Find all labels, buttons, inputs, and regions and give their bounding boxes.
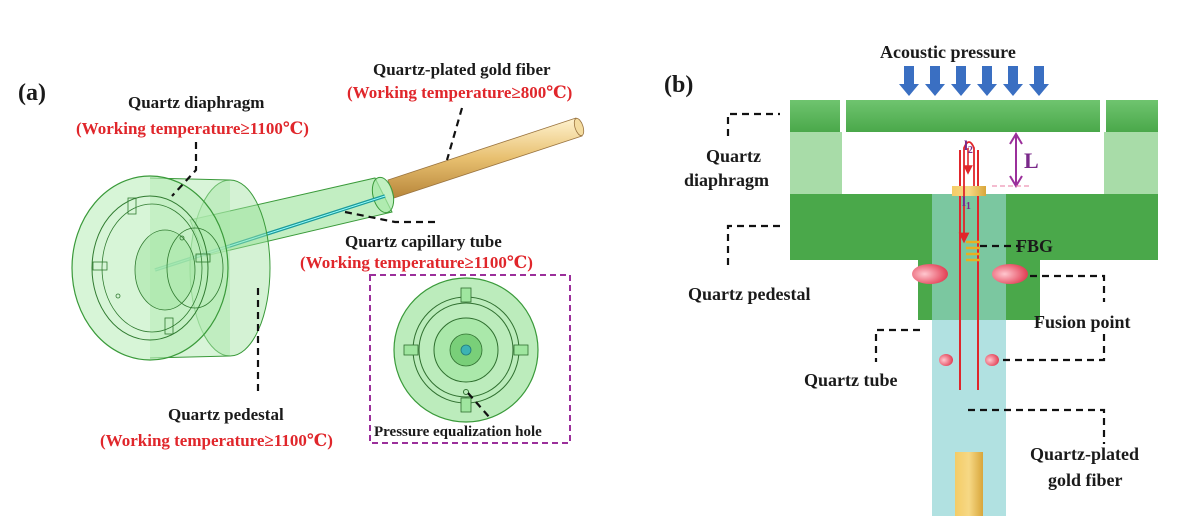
arrow-5 [1003, 66, 1023, 96]
pedestal-b-leader [726, 224, 780, 270]
panel-a-tag: (a) [18, 80, 46, 106]
panel-b-tag: (b) [664, 72, 693, 98]
diaphragm-temp: (Working temperature≥1100℃) [76, 119, 309, 138]
l1-label: l1 [962, 195, 971, 212]
tube-in-pedestal [932, 194, 1006, 320]
pedestal-label: Quartz pedestal [168, 405, 284, 424]
fusion-point-upper-right [992, 264, 1028, 284]
panel-a: (a) Quartz-plat [18, 60, 585, 450]
fbg-label: FBG [1016, 236, 1053, 256]
diaphragm-right-segment [1106, 100, 1158, 132]
hole-leader [467, 392, 491, 419]
fiber-leader [445, 107, 464, 161]
tube-label: Quartz tube [804, 370, 898, 390]
fiber-b-line1: Quartz-plated [1030, 444, 1139, 464]
diaphragm-b-leader [726, 112, 780, 136]
acoustic-arrows [899, 66, 1049, 96]
arrow-3 [951, 66, 971, 96]
fusion-point-upper-left [912, 264, 948, 284]
capillary-leader [344, 210, 440, 224]
arrow-2 [925, 66, 945, 96]
pedestal-b-label: Quartz pedestal [688, 284, 810, 304]
fiber-b-line2: gold fiber [1048, 470, 1123, 490]
fusion-point-lower-right [985, 354, 999, 366]
fiber-temp: (Working temperature≥800℃) [347, 83, 572, 102]
inset-label: Pressure equalization hole [374, 424, 542, 440]
arrow-4 [977, 66, 997, 96]
fbg-grating [966, 240, 980, 262]
panel-b: (b) Acoustic pressure [664, 42, 1158, 516]
inset-front-view: Pressure equalization hole [369, 274, 571, 444]
fusion-label: Fusion point [1034, 312, 1131, 332]
acoustic-label: Acoustic pressure [880, 42, 1016, 62]
fiber-top-cap [952, 186, 986, 196]
diaphragm-label: Quartz diaphragm [128, 93, 264, 112]
capillary-temp: (Working temperature≥1100℃) [300, 253, 533, 272]
diaphragm-b-line1: Quartz [706, 146, 761, 166]
pedestal-3d [71, 175, 271, 361]
fiber-b-leader [968, 408, 1106, 444]
L-label: L [1024, 148, 1039, 173]
pedestal-left-wall [790, 132, 842, 194]
arrow-1 [899, 66, 919, 96]
diaphragm-b-line2: diaphragm [684, 170, 769, 190]
gold-fiber [387, 117, 583, 199]
fusion-leader-lower [1000, 334, 1106, 362]
gold-fiber-b [955, 452, 983, 516]
fiber-end [573, 117, 585, 137]
capillary-label: Quartz capillary tube [345, 232, 502, 251]
pedestal-right-wall [1104, 132, 1158, 194]
pedestal-temp: (Working temperature≥1100℃) [100, 431, 333, 450]
fusion-point-lower-left [939, 354, 953, 366]
diaphragm-center [846, 100, 1100, 132]
l2-label: l2 [964, 139, 973, 156]
diaphragm-left-segment [790, 100, 840, 132]
tube-leader [874, 328, 920, 362]
arrow-6 [1029, 66, 1049, 96]
diaphragm-leader [171, 142, 198, 197]
fiber-label: Quartz-plated gold fiber [373, 60, 551, 79]
light-path-l2 [963, 141, 975, 200]
fusion-leader-upper [1030, 274, 1106, 302]
